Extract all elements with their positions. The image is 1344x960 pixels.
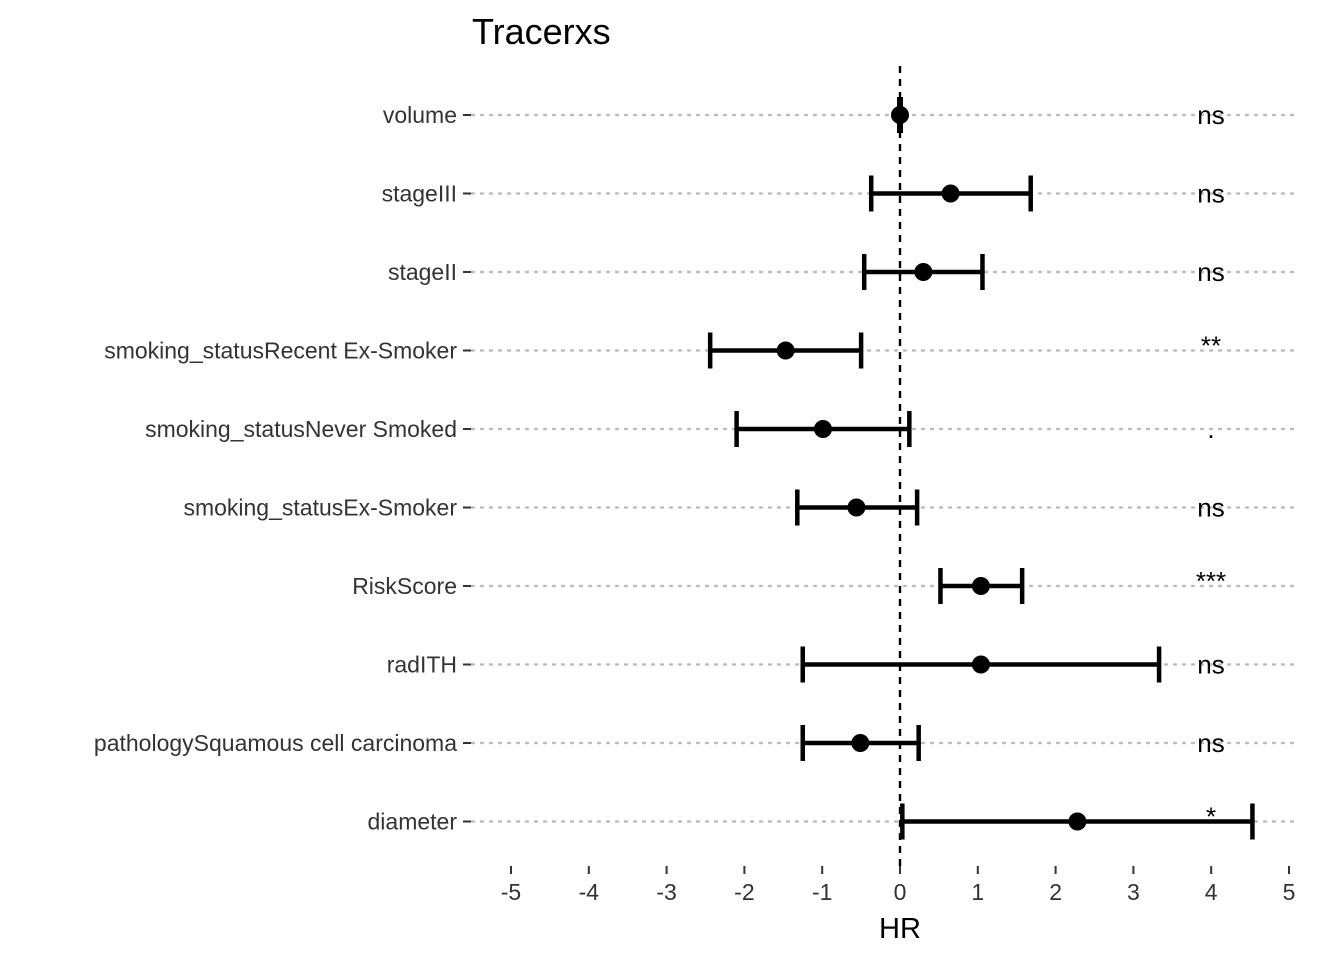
- point-estimate: [941, 184, 960, 203]
- confidence-intervals: [707, 97, 1255, 840]
- x-tick-label: 5: [1283, 879, 1296, 905]
- y-tick-label: radITH: [387, 652, 457, 678]
- x-tick-label: 0: [894, 879, 907, 905]
- significance-label: ***: [1196, 566, 1226, 596]
- y-tick-label: diameter: [368, 809, 458, 835]
- significance-label: **: [1201, 331, 1221, 361]
- x-tick-label: 3: [1127, 879, 1140, 905]
- y-tick-label: stageIII: [382, 181, 457, 207]
- significance-label: ns: [1197, 493, 1224, 523]
- point-estimate: [776, 341, 795, 360]
- y-tick-label: RiskScore: [352, 573, 457, 599]
- significance-labels: ns ns ns **. ns *** ns ns *: [1196, 100, 1226, 832]
- x-tick-label: 4: [1205, 879, 1218, 905]
- point-estimate: [847, 498, 866, 517]
- y-tick-label: stageII: [388, 259, 457, 285]
- point-estimate: [1068, 812, 1087, 831]
- significance-label: ns: [1197, 100, 1224, 130]
- significance-label: *: [1206, 802, 1216, 832]
- y-tick-label: pathologySquamous cell carcinoma: [94, 730, 457, 756]
- gridlines: [470, 113, 1302, 823]
- y-tick-label: smoking_statusRecent Ex-Smoker: [104, 338, 457, 364]
- point-estimate: [971, 655, 990, 674]
- chart-title: Tracerxs: [472, 11, 611, 52]
- significance-label: ns: [1197, 650, 1224, 680]
- x-tick-label: -3: [656, 879, 676, 905]
- x-tick-label: 2: [1049, 879, 1062, 905]
- x-tick-label: -5: [501, 879, 521, 905]
- significance-label: .: [1207, 414, 1214, 444]
- y-tick-label: smoking_statusEx-Smoker: [183, 495, 457, 521]
- x-tick-label: -4: [579, 879, 600, 905]
- significance-label: ns: [1197, 257, 1224, 287]
- x-tick-label: -1: [812, 879, 832, 905]
- significance-label: ns: [1197, 728, 1224, 758]
- x-axis: -5 -4 -3 -2 -1 0 1 2 3 4 5: [501, 866, 1296, 905]
- x-axis-label: HR: [879, 913, 921, 945]
- point-estimate: [851, 734, 870, 752]
- y-tick-label: volume: [383, 102, 457, 128]
- point-estimate: [891, 106, 909, 124]
- point-estimates: [776, 106, 1087, 831]
- point-estimate: [971, 577, 990, 595]
- point-estimate: [914, 263, 933, 281]
- point-estimate: [813, 420, 832, 438]
- y-tick-label: smoking_statusNever Smoked: [145, 416, 457, 442]
- y-tick-labels: volume stageIII stageII smoking_statusRecen…: [94, 102, 471, 835]
- significance-label: ns: [1197, 179, 1224, 209]
- x-tick-label: -2: [734, 879, 754, 905]
- x-tick-label: 1: [971, 879, 984, 905]
